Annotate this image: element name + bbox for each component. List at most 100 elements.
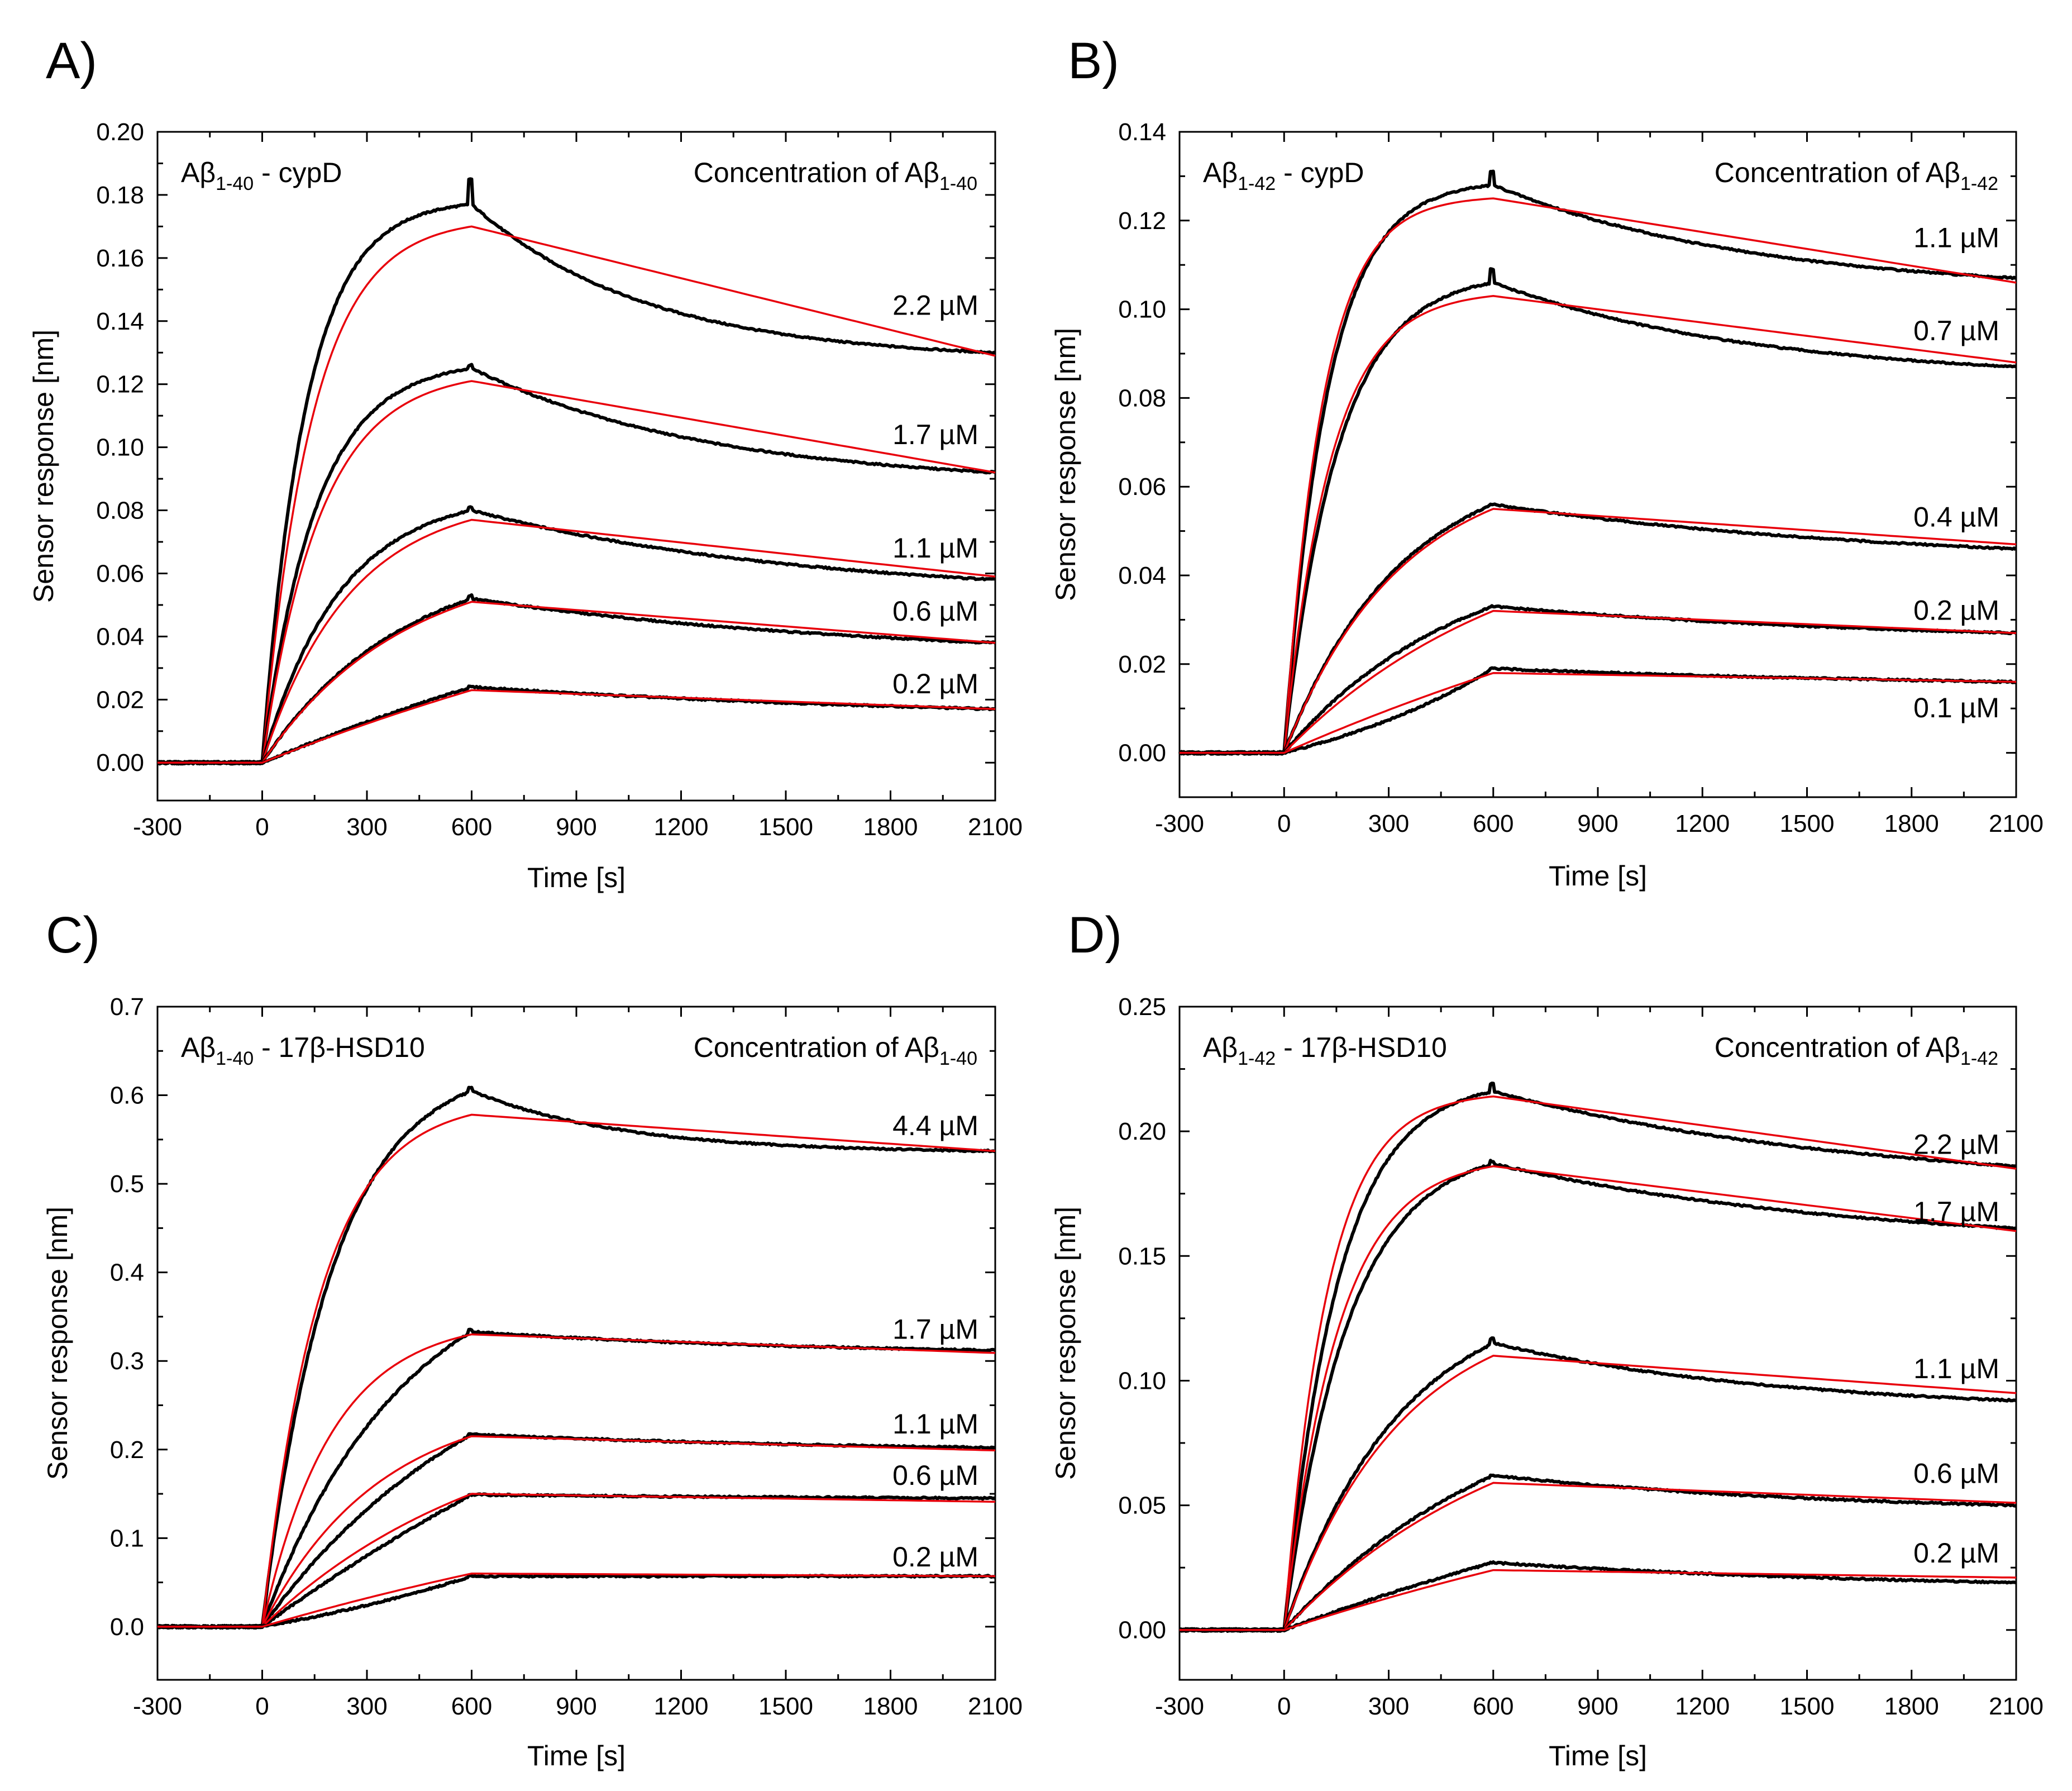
data-series-line: [1179, 666, 2016, 756]
fit-series-line: [157, 1572, 996, 1628]
y-tick-label: 0.06: [1118, 473, 1166, 501]
x-tick-label: 300: [346, 813, 387, 841]
chart-panel-2: C) -300 0 300 600 900 1200 1500 1800 2100 0.0 0.1 0.…: [42, 907, 1023, 1771]
y-tick-label: 0.00: [1118, 740, 1166, 767]
series-label: 1.1 µM: [1913, 1353, 1999, 1384]
y-tick-label: 0.6: [110, 1082, 144, 1109]
x-tick-label: 600: [451, 1693, 492, 1720]
panel-letter: C): [46, 907, 100, 964]
fit-series-line: [157, 689, 996, 764]
fit-series-line: [1180, 295, 2017, 754]
data-series-line: [1178, 1082, 2016, 1633]
y-tick-label: 0.02: [96, 686, 144, 713]
x-tick-label: 300: [1368, 1693, 1409, 1720]
y-tick-label: 0.04: [1118, 562, 1166, 589]
x-axis-label: Time [s]: [1549, 860, 1647, 892]
fit-series-line: [157, 601, 996, 764]
y-tick-label: 0.05: [1118, 1492, 1166, 1520]
data-series-line: [1178, 1159, 2017, 1633]
fit-series-line: [157, 225, 996, 764]
fit-series-line: [157, 1493, 996, 1628]
y-tick-label: 0.06: [96, 560, 144, 587]
y-tick-label: 0.16: [96, 245, 144, 272]
panel-letter: B): [1068, 32, 1119, 89]
fit-series-line: [1180, 1482, 2017, 1631]
y-tick-label: 0.20: [1118, 1118, 1166, 1145]
x-axis-label: Time [s]: [527, 862, 626, 893]
fit-series-line: [1180, 671, 2017, 754]
series-label: 0.6 µM: [892, 596, 978, 627]
x-tick-label: 600: [1473, 1693, 1514, 1720]
pair-title: Aβ1-42 - 17β-HSD10: [1203, 1032, 1447, 1069]
series-label: 1.7 µM: [892, 419, 978, 450]
data-series-line: [156, 1085, 996, 1630]
panel-letter: A): [46, 32, 97, 89]
x-tick-label: 900: [1577, 810, 1618, 837]
data-series-line: [1179, 1473, 2016, 1633]
y-tick-label: 0.02: [1118, 651, 1166, 678]
x-tick-label: -300: [1155, 1693, 1204, 1720]
x-tick-label: 1800: [1884, 1693, 1939, 1720]
x-tick-label: 900: [556, 1693, 596, 1720]
y-tick-label: 0.4: [110, 1259, 144, 1287]
series-label: 1.1 µM: [892, 1408, 978, 1440]
series-label: 0.7 µM: [1913, 315, 1999, 346]
x-tick-label: 1500: [1780, 1693, 1835, 1720]
plot-frame: [156, 1006, 996, 1681]
x-tick-label: 2100: [1989, 1693, 2044, 1720]
fit-series-line: [157, 1113, 996, 1628]
data-series-line: [156, 177, 996, 766]
y-tick-label: 0.7: [110, 993, 144, 1021]
concentration-title: Concentration of Aβ1-42: [1715, 157, 1998, 194]
fit-series-line: [1180, 1165, 2017, 1631]
concentration-title: Concentration of Aβ1-40: [694, 157, 977, 194]
fit-series-line: [1180, 1569, 2017, 1631]
x-tick-label: 2100: [1989, 810, 2044, 837]
x-tick-label: 0: [1277, 810, 1291, 837]
concentration-title: Concentration of Aβ1-40: [694, 1032, 977, 1069]
y-axis-label: Sensor response [nm]: [42, 1207, 73, 1480]
data-series-line: [1178, 267, 2017, 756]
x-tick-label: 1200: [1675, 810, 1730, 837]
y-tick-label: 0.04: [96, 623, 144, 650]
chart-panel-0: A) -300 0 300 600 900 1200 1500 1800 2100 0.00 0.02…: [28, 32, 1023, 893]
data-series-line: [156, 363, 996, 766]
pair-title: Aβ1-42 - cypD: [1203, 157, 1364, 194]
data-series-line: [1178, 169, 2017, 756]
fit-series-line: [1180, 609, 2017, 754]
x-tick-label: 1500: [1780, 810, 1835, 837]
y-axis-label: Sensor response [nm]: [1050, 328, 1081, 601]
fit-series-line: [1180, 1095, 2017, 1631]
y-tick-label: 0.14: [96, 308, 144, 335]
x-tick-label: 1500: [758, 1693, 813, 1720]
panel-letter: D): [1068, 907, 1122, 964]
fit-series-line: [157, 1435, 996, 1628]
y-tick-label: 0.00: [1118, 1617, 1166, 1644]
y-tick-label: 0.25: [1118, 993, 1166, 1021]
x-tick-label: 600: [1473, 810, 1514, 837]
y-tick-label: 0.10: [1118, 296, 1166, 323]
x-axis-label: Time [s]: [1549, 1740, 1647, 1771]
x-tick-label: 300: [346, 1693, 387, 1720]
x-tick-label: 2100: [968, 813, 1023, 841]
y-tick-label: 0.20: [96, 118, 144, 146]
y-axis-label: Sensor response [nm]: [1050, 1207, 1081, 1480]
pair-title: Aβ1-40 - 17β-HSD10: [181, 1032, 425, 1069]
x-axis-label: Time [s]: [527, 1740, 626, 1771]
x-tick-label: 1500: [758, 813, 813, 841]
series-label: 0.4 µM: [1913, 502, 1999, 533]
x-tick-label: 900: [556, 813, 596, 841]
y-tick-label: 0.15: [1118, 1242, 1166, 1270]
x-tick-label: 1800: [1884, 810, 1939, 837]
series-label: 0.1 µM: [1913, 692, 1999, 723]
series-label: 1.1 µM: [1913, 222, 1999, 253]
y-tick-label: 0.00: [96, 749, 144, 777]
series-label: 1.1 µM: [892, 532, 978, 564]
pair-title: Aβ1-40 - cypD: [181, 157, 342, 194]
series-label: 0.6 µM: [892, 1460, 978, 1491]
y-tick-label: 0.3: [110, 1347, 144, 1375]
series-label: 1.7 µM: [892, 1314, 978, 1345]
x-tick-label: 0: [1277, 1693, 1291, 1720]
series-label: 0.2 µM: [892, 1541, 978, 1573]
y-tick-label: 0.12: [96, 371, 144, 398]
